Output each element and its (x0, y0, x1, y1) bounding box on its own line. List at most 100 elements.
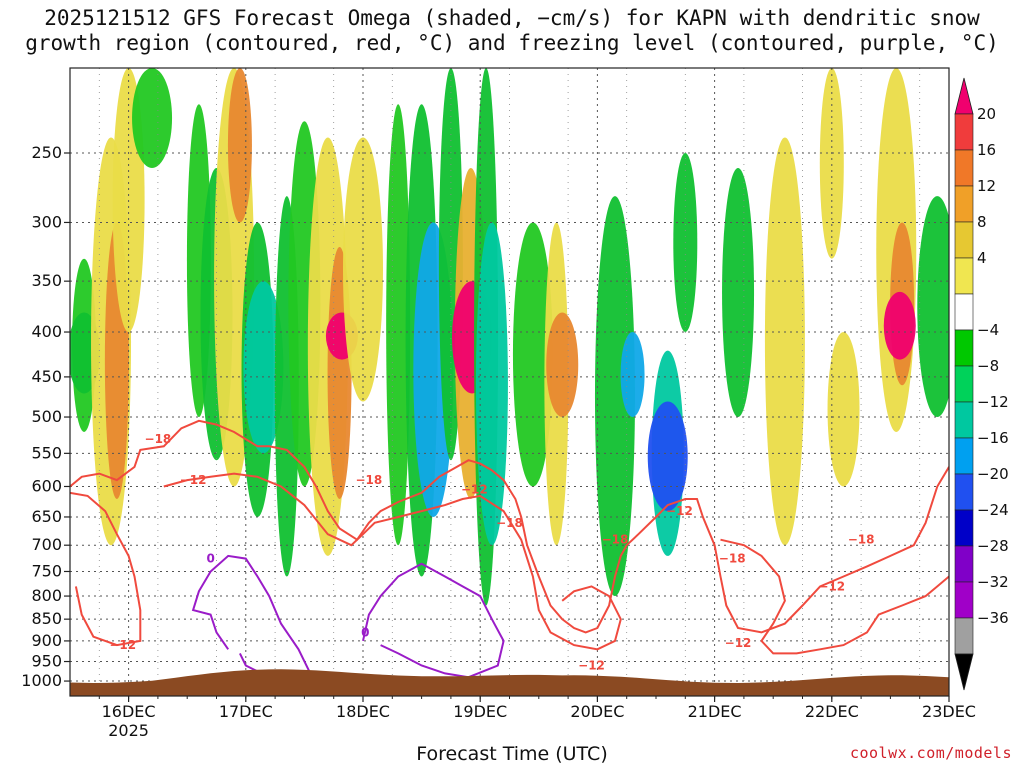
colorbar-label: 4 (977, 249, 987, 267)
colorbar-band (954, 617, 974, 655)
contour-label: −12 (666, 504, 693, 518)
omega-cell (722, 167, 755, 418)
y-tick-label: 450 (31, 367, 62, 386)
x-tick-label: 20DEC (570, 702, 624, 721)
freezing-contour-0-right (362, 562, 505, 679)
colorbar-cap-bottom (954, 653, 974, 691)
credit-link[interactable]: coolwx.com/models (849, 744, 1012, 762)
colorbar-band (954, 545, 974, 583)
contour-label: −18 (848, 533, 875, 547)
colorbar-band (954, 581, 974, 619)
colorbar-label: 12 (977, 177, 996, 195)
x-tick-label: 22DEC (805, 702, 859, 721)
colorbar-cap-top (954, 77, 974, 115)
x-tick-label: 21DEC (688, 702, 742, 721)
colorbar-band (954, 293, 974, 331)
colorbar-label: 8 (977, 213, 987, 231)
chart-title-line2: growth region (contoured, red, °C) and f… (25, 31, 999, 55)
omega-cell (594, 196, 635, 597)
colorbar-band (954, 365, 974, 403)
colorbar-label: −8 (977, 357, 999, 375)
omega-cell (917, 196, 949, 417)
omega-cell (764, 137, 805, 546)
omega-cell (883, 291, 916, 360)
omega-cell (546, 312, 579, 418)
colorbar-label: −24 (977, 501, 1009, 519)
y-tick-label: 600 (31, 476, 62, 495)
contour-label: −12 (109, 638, 136, 652)
y-tick-label: 850 (31, 609, 62, 628)
omega-cell (827, 332, 860, 487)
y-tick-label: 500 (31, 407, 62, 426)
contour-label: −18 (719, 552, 746, 566)
dgz-contour-minus12-right (720, 538, 949, 655)
omega-cell (243, 281, 284, 454)
colorbar-band (954, 113, 974, 151)
omega-cell (227, 68, 252, 223)
colorbar-label: −32 (977, 573, 1009, 591)
y-tick-label: 950 (31, 652, 62, 671)
colorbar-band (954, 329, 974, 367)
contour-label: −18 (496, 516, 523, 530)
x-tick-label: 17DEC (219, 702, 273, 721)
y-tick-label: 250 (31, 143, 62, 162)
contour-label: −12 (180, 473, 207, 487)
contour-label: 0 (206, 552, 214, 566)
colorbar-band (954, 221, 974, 259)
omega-cell (475, 222, 508, 546)
colorbar-label: −12 (977, 393, 1009, 411)
dgz-contour-minus12 (163, 472, 622, 651)
colorbar-label: 20 (977, 105, 996, 123)
dgz-contour-minus18 (70, 419, 949, 634)
contour-label: −18 (145, 432, 172, 446)
y-axis: 250 300 350 400 450 500 550 600 650 700 750 800 850 9… (21, 143, 70, 690)
x-tick-label: 19DEC (453, 702, 507, 721)
x-tick-label: 23DEC (922, 702, 976, 721)
colorbar-label: −20 (977, 465, 1009, 483)
colorbar-band (954, 437, 974, 475)
omega-cell (620, 332, 645, 418)
terrain-fill (70, 669, 949, 696)
contour-label: −12 (461, 483, 488, 497)
y-tick-label: 300 (31, 212, 62, 231)
x-tick-label: 16DEC (102, 702, 156, 721)
dgz-contour-minus12-left (70, 491, 142, 647)
colorbar-band (954, 257, 974, 295)
y-tick-label: 350 (31, 271, 62, 290)
y-tick-label: 750 (31, 561, 62, 580)
y-tick-label: 550 (31, 443, 62, 462)
contours (70, 419, 949, 683)
x-tick-sublabel: 2025 (108, 721, 149, 740)
x-tick-label: 18DEC (336, 702, 390, 721)
contour-label: −12 (578, 659, 605, 673)
contour-label: −12 (725, 636, 752, 650)
y-tick-label: 1000 (21, 671, 62, 690)
colorbar: 20 16 12 8 4 −4 −8 −12 −16 −20 −24 −28 −32 −36 (954, 77, 1009, 691)
colorbar-band (954, 185, 974, 223)
contour-label: −18 (602, 533, 629, 547)
omega-cell (819, 68, 844, 259)
colorbar-band (954, 401, 974, 439)
chart-title: 2025121512 GFS Forecast Omega (shaded, −… (0, 6, 1024, 56)
y-tick-label: 400 (31, 322, 62, 341)
omega-cell (132, 68, 173, 168)
omega-cell (647, 401, 688, 512)
contour-label: −12 (818, 579, 845, 593)
y-tick-label: 800 (31, 586, 62, 605)
omega-cell (343, 137, 383, 402)
chart-title-line1: 2025121512 GFS Forecast Omega (shaded, −… (44, 6, 980, 30)
terrain (70, 669, 949, 696)
colorbar-label: 16 (977, 141, 996, 159)
colorbar-band (954, 509, 974, 547)
contour-labels: −18 −12 −12 −18 −12 −18 −18 −12 −18 −12 −18 −12 −12 0… (109, 432, 874, 672)
colorbar-label: −16 (977, 429, 1009, 447)
colorbar-label: −4 (977, 321, 999, 339)
colorbar-label: −28 (977, 537, 1009, 555)
omega-cell (512, 222, 553, 487)
colorbar-label: −36 (977, 609, 1009, 627)
y-tick-label: 650 (31, 507, 62, 526)
x-axis-title: Forecast Time (UTC) (416, 743, 608, 765)
y-tick-label: 700 (31, 535, 62, 554)
